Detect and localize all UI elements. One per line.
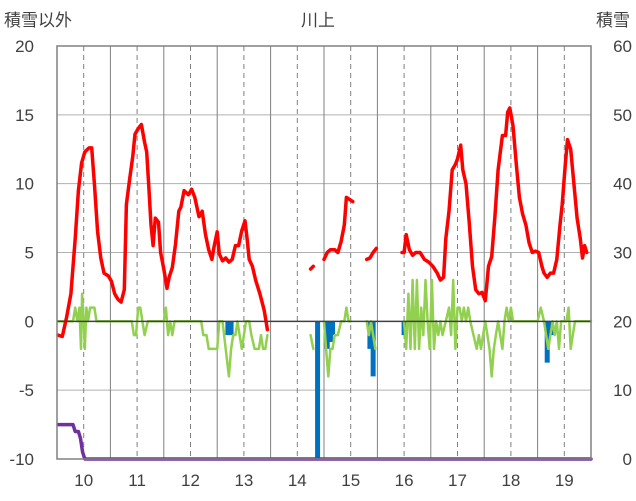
x-tick-label: 11 [128, 471, 146, 490]
series-line [308, 264, 316, 271]
left-axis-title: 積雪以外 [4, 11, 72, 31]
plot-frame [56, 45, 592, 460]
x-tick-label: 15 [341, 471, 360, 490]
bar [370, 321, 376, 377]
right-axis-title: 積雪 [596, 11, 630, 31]
x-tick-label: 12 [181, 471, 200, 490]
x-tick-label: 10 [74, 471, 93, 490]
y-right-tick-label: 0 [623, 450, 632, 469]
y-right-tick-label: 50 [613, 106, 632, 125]
y-left-tick-label: -10 [9, 450, 34, 469]
chart-title: 川上 [301, 11, 335, 31]
bar [315, 321, 321, 459]
y-left-tick-label: 5 [25, 244, 34, 263]
y-right-tick-label: 10 [613, 381, 632, 400]
y-right-tick-label: 60 [613, 37, 632, 56]
bar [225, 321, 231, 336]
series-line [364, 246, 379, 262]
bar [330, 321, 336, 336]
y-right-tick-label: 40 [613, 175, 632, 194]
plot-area-border [56, 45, 592, 460]
x-tick-label: 14 [288, 471, 307, 490]
series-line [400, 106, 589, 303]
y-left-tick-label: 10 [15, 175, 34, 194]
y-left-tick-label: -5 [19, 381, 34, 400]
x-tick-label: 17 [448, 471, 467, 490]
y-left-tick-label: 0 [25, 312, 34, 331]
x-tick-label: 19 [555, 471, 574, 490]
bar [324, 321, 330, 349]
x-tick-label: 13 [234, 471, 253, 490]
series-line [56, 122, 270, 339]
series-line [56, 422, 593, 461]
y-left-tick-label: 15 [15, 106, 34, 125]
y-right-tick-label: 20 [613, 312, 632, 331]
y-right-tick-label: 30 [613, 244, 632, 263]
grid [57, 46, 591, 459]
x-tick-label: 16 [395, 471, 414, 490]
series-line [322, 306, 352, 378]
series-line [56, 292, 269, 378]
x-tick-label: 18 [501, 471, 520, 490]
bar [228, 321, 234, 336]
series-line [402, 278, 593, 378]
series-line [309, 333, 315, 351]
series-line [322, 195, 355, 262]
y-left-tick-label: 20 [15, 37, 34, 56]
